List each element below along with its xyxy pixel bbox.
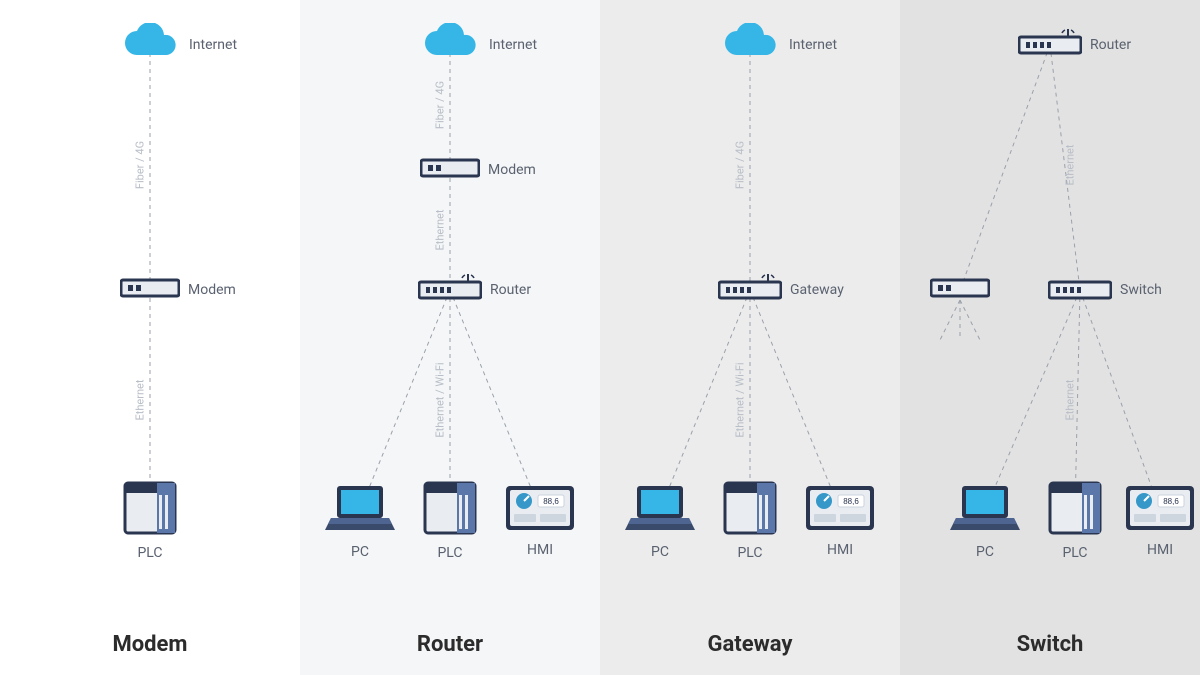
modem-icon	[930, 276, 990, 304]
modem-icon: Modem	[120, 276, 180, 304]
svg-text:88,6: 88,6	[543, 497, 559, 506]
hmi-icon: 88,6 HMI	[804, 484, 876, 536]
node-label: Modem	[488, 162, 536, 178]
cloud-icon: Internet	[419, 23, 481, 67]
edge-label: Ethernet	[1064, 145, 1077, 186]
laptop-icon: PC	[625, 482, 695, 538]
svg-text:88,6: 88,6	[843, 497, 859, 506]
panel-router: Fiber / 4G Ethernet Ethernet / Wi-Fi Inter…	[300, 0, 600, 675]
edge-label: Ethernet	[134, 380, 147, 421]
router-icon: Router	[1018, 29, 1082, 61]
laptop-icon: PC	[950, 482, 1020, 538]
node-label: Modem	[188, 282, 236, 298]
edge-label: Fiber / 4G	[134, 141, 147, 189]
switch-icon: Switch	[1048, 274, 1112, 306]
node-label: PLC	[1062, 545, 1087, 561]
node-label: Internet	[189, 37, 237, 53]
router-icon: Router	[418, 274, 482, 306]
plc-icon: PLC	[123, 481, 177, 539]
panel-gateway: Fiber / 4G Ethernet / Wi-Fi Internet Gate…	[600, 0, 900, 675]
node-label: HMI	[827, 542, 853, 558]
plc-icon: PLC	[1048, 481, 1102, 539]
plc-icon: PLC	[723, 481, 777, 539]
node-label: PC	[351, 544, 369, 560]
panel-title: Gateway	[600, 632, 900, 657]
node-label: HMI	[527, 542, 553, 558]
node-label: PLC	[437, 545, 462, 561]
node-label: HMI	[1147, 542, 1173, 558]
edge-label: Fiber / 4G	[734, 141, 747, 189]
node-label: Router	[490, 282, 531, 298]
plc-icon: PLC	[423, 481, 477, 539]
hmi-icon: 88,6 HMI	[504, 484, 576, 536]
node-label: Internet	[489, 37, 537, 53]
edge-label: Ethernet	[1064, 380, 1077, 421]
edge-label: Fiber / 4G	[434, 81, 447, 129]
node-label: Gateway	[790, 282, 844, 298]
node-label: Switch	[1120, 282, 1162, 298]
cloud-icon: Internet	[719, 23, 781, 67]
panel-title: Router	[300, 632, 600, 657]
hmi-icon: 88,6 HMI	[1124, 484, 1196, 536]
node-label: PC	[651, 544, 669, 560]
node-label: Router	[1090, 37, 1131, 53]
edge-label: Ethernet	[434, 210, 447, 251]
node-label: PLC	[137, 545, 162, 561]
cloud-icon: Internet	[119, 23, 181, 67]
panel-title: Switch	[900, 632, 1200, 657]
node-label: PC	[976, 544, 994, 560]
network-diagram: Fiber / 4G Ethernet Internet Modem PLC Mod…	[0, 0, 1200, 675]
node-label: Internet	[789, 37, 837, 53]
panel-title: Modem	[0, 632, 300, 657]
modem-icon: Modem	[420, 156, 480, 184]
edge-label: Ethernet / Wi-Fi	[434, 362, 447, 437]
router-icon: Gateway	[718, 274, 782, 306]
panel-modem: Fiber / 4G Ethernet Internet Modem PLC Mod…	[0, 0, 300, 675]
node-label: PLC	[737, 545, 762, 561]
laptop-icon: PC	[325, 482, 395, 538]
svg-text:88,6: 88,6	[1163, 497, 1179, 506]
panel-switch: Ethernet Ethernet Router Switch	[900, 0, 1200, 675]
edge-label: Ethernet / Wi-Fi	[734, 362, 747, 437]
